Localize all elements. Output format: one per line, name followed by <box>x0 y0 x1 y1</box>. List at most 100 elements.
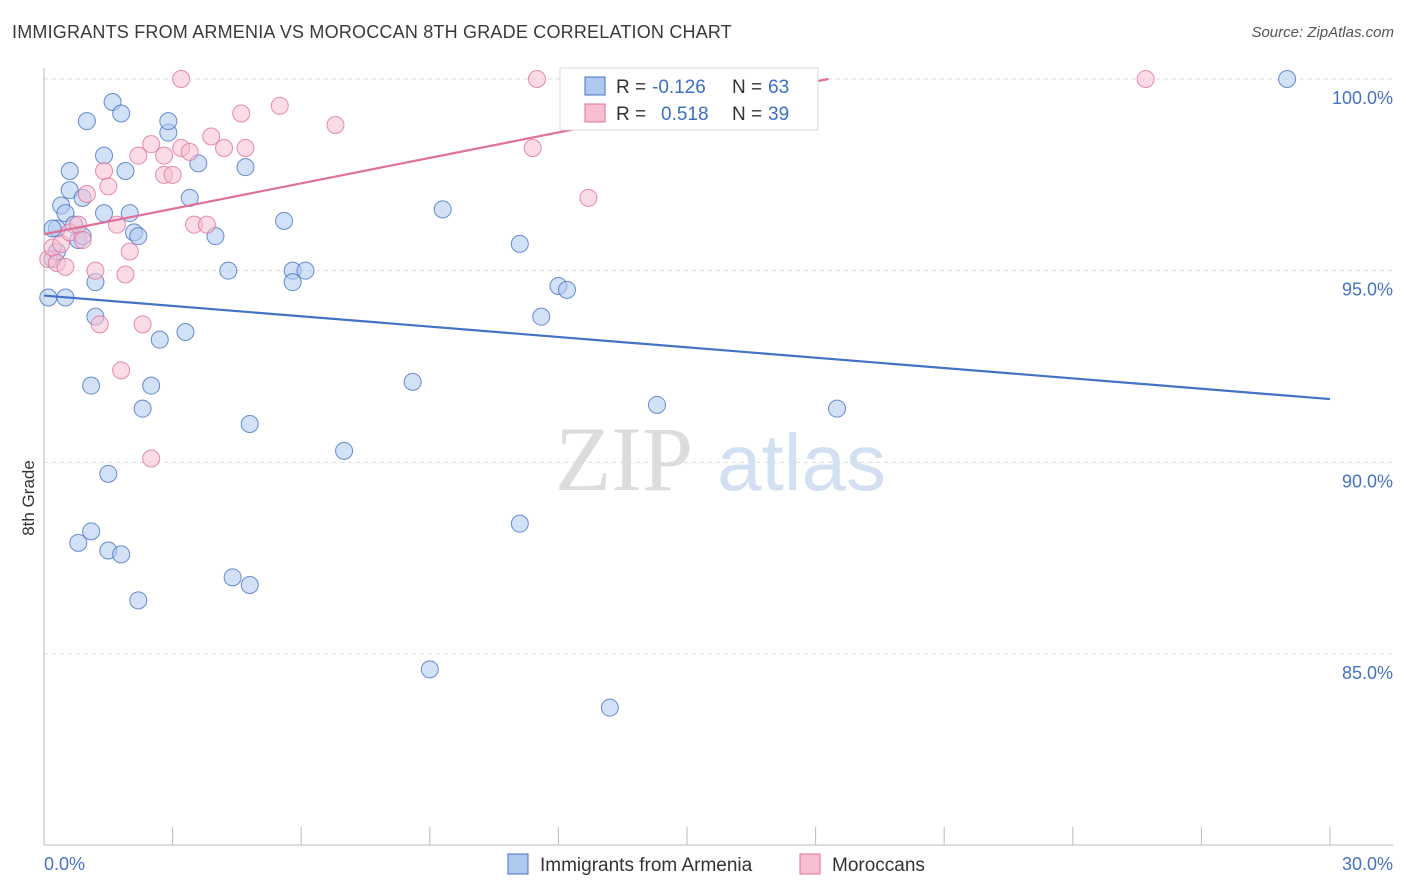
point-moroccans-10 <box>90 315 109 334</box>
x-tick-label-0: 0.0% <box>44 854 85 874</box>
point-moroccans-28 <box>197 215 216 234</box>
point-armenia-60 <box>600 698 619 717</box>
point-armenia-18 <box>99 464 118 483</box>
point-armenia-13 <box>82 376 101 395</box>
point-armenia-55 <box>112 545 131 564</box>
point-armenia-44 <box>510 514 529 533</box>
stats-r-value-moroccans: 0.518 <box>661 104 709 125</box>
point-moroccans-33 <box>270 96 289 115</box>
y-tick-label-2: 90.0% <box>1342 471 1393 491</box>
point-moroccans-12 <box>99 177 118 196</box>
stats-r-value-armenia: -0.126 <box>652 77 706 98</box>
point-moroccans-25 <box>172 70 191 88</box>
stats-n-label-armenia: N = <box>732 77 762 98</box>
point-moroccans-38 <box>1136 70 1155 88</box>
y-tick-label-0: 100.0% <box>1332 88 1393 108</box>
point-moroccans-26 <box>180 142 199 161</box>
point-moroccans-37 <box>579 188 598 207</box>
point-armenia-37 <box>275 211 294 230</box>
point-armenia-50 <box>828 399 847 418</box>
stats-n-value-armenia: 63 <box>768 77 789 98</box>
point-moroccans-17 <box>129 146 148 165</box>
stats-r-label-moroccans: R = <box>616 104 646 125</box>
y-tick-labels: 100.0% 95.0% 90.0% 85.0% <box>1332 88 1393 683</box>
point-armenia-49 <box>647 395 666 414</box>
point-moroccans-30 <box>215 139 234 157</box>
point-moroccans-7 <box>73 231 92 249</box>
point-armenia-53 <box>82 522 101 541</box>
point-armenia-59 <box>420 660 439 679</box>
point-armenia-34 <box>219 261 238 280</box>
point-armenia-16 <box>95 146 114 165</box>
point-moroccans-11 <box>95 162 114 180</box>
stats-r-label-armenia: R = <box>616 77 646 98</box>
point-moroccans-32 <box>236 139 255 157</box>
point-armenia-30 <box>176 323 195 341</box>
point-armenia-27 <box>150 330 169 349</box>
x-tick-labels: 0.0% 30.0% <box>44 854 1393 874</box>
stats-legend: R = -0.126 N = 63 R = 0.518 N = 39 <box>559 67 819 131</box>
point-armenia-26 <box>142 376 161 395</box>
point-moroccans-31 <box>232 104 251 123</box>
stats-swatch-armenia <box>584 76 606 96</box>
watermark: ZIP atlas <box>555 408 886 510</box>
point-armenia-45 <box>510 234 529 253</box>
point-armenia-29 <box>159 112 178 131</box>
point-armenia-43 <box>433 200 452 219</box>
source-credit: Source: ZipAtlas.com <box>1251 24 1394 41</box>
x-tick-label-1: 30.0% <box>1342 854 1393 874</box>
point-armenia-35 <box>236 158 255 177</box>
point-armenia-46 <box>532 307 551 326</box>
point-armenia-36 <box>240 415 259 433</box>
point-armenia-42 <box>403 372 422 391</box>
point-moroccans-19 <box>142 449 161 468</box>
point-armenia-58 <box>240 576 259 594</box>
point-armenia-40 <box>296 261 315 280</box>
watermark-atlas: atlas <box>717 418 886 507</box>
point-moroccans-4 <box>56 257 75 276</box>
point-armenia-52 <box>69 533 88 552</box>
point-moroccans-14 <box>112 361 131 380</box>
point-moroccans-20 <box>142 135 161 154</box>
point-armenia-21 <box>116 162 135 180</box>
legend-swatch-moroccans <box>799 853 821 875</box>
point-armenia-12 <box>77 112 96 131</box>
stats-n-label-moroccans: N = <box>732 104 762 125</box>
point-moroccans-9 <box>86 261 105 280</box>
chart-title: IMMIGRANTS FROM ARMENIA VS MOROCCAN 8TH … <box>12 22 732 42</box>
point-moroccans-21 <box>155 146 174 165</box>
y-axis-label: 8th Grade <box>19 460 38 536</box>
series-legend: Immigrants from Armenia Moroccans <box>507 853 925 876</box>
point-armenia-41 <box>335 441 354 460</box>
point-moroccans-35 <box>523 139 542 157</box>
point-armenia-20 <box>112 104 131 123</box>
point-moroccans-15 <box>116 265 135 284</box>
point-armenia-39 <box>283 273 302 292</box>
point-moroccans-29 <box>202 127 221 146</box>
watermark-zip: ZIP <box>555 408 693 510</box>
point-moroccans-8 <box>77 185 96 203</box>
stats-swatch-moroccans <box>584 103 606 123</box>
point-armenia-24 <box>129 227 148 246</box>
point-armenia-56 <box>129 591 148 610</box>
point-moroccans-18 <box>133 315 152 334</box>
point-moroccans-16 <box>120 242 139 261</box>
stats-n-value-moroccans: 39 <box>768 104 789 125</box>
point-armenia-48 <box>557 280 576 299</box>
point-armenia-25 <box>133 399 152 418</box>
point-moroccans-34 <box>326 116 345 134</box>
point-moroccans-23 <box>163 165 182 184</box>
axes <box>43 68 1393 846</box>
legend-label-moroccans: Moroccans <box>832 855 925 876</box>
point-armenia-7 <box>60 162 79 180</box>
y-tick-label-1: 95.0% <box>1342 280 1393 300</box>
point-armenia-57 <box>223 568 242 587</box>
legend-label-armenia: Immigrants from Armenia <box>540 855 753 876</box>
point-moroccans-36 <box>527 70 546 88</box>
trend-line-armenia <box>43 294 1331 401</box>
legend-swatch-armenia <box>507 853 529 875</box>
y-tick-label-3: 85.0% <box>1342 663 1393 683</box>
point-moroccans-6 <box>69 215 88 234</box>
point-armenia-51 <box>1278 70 1297 88</box>
